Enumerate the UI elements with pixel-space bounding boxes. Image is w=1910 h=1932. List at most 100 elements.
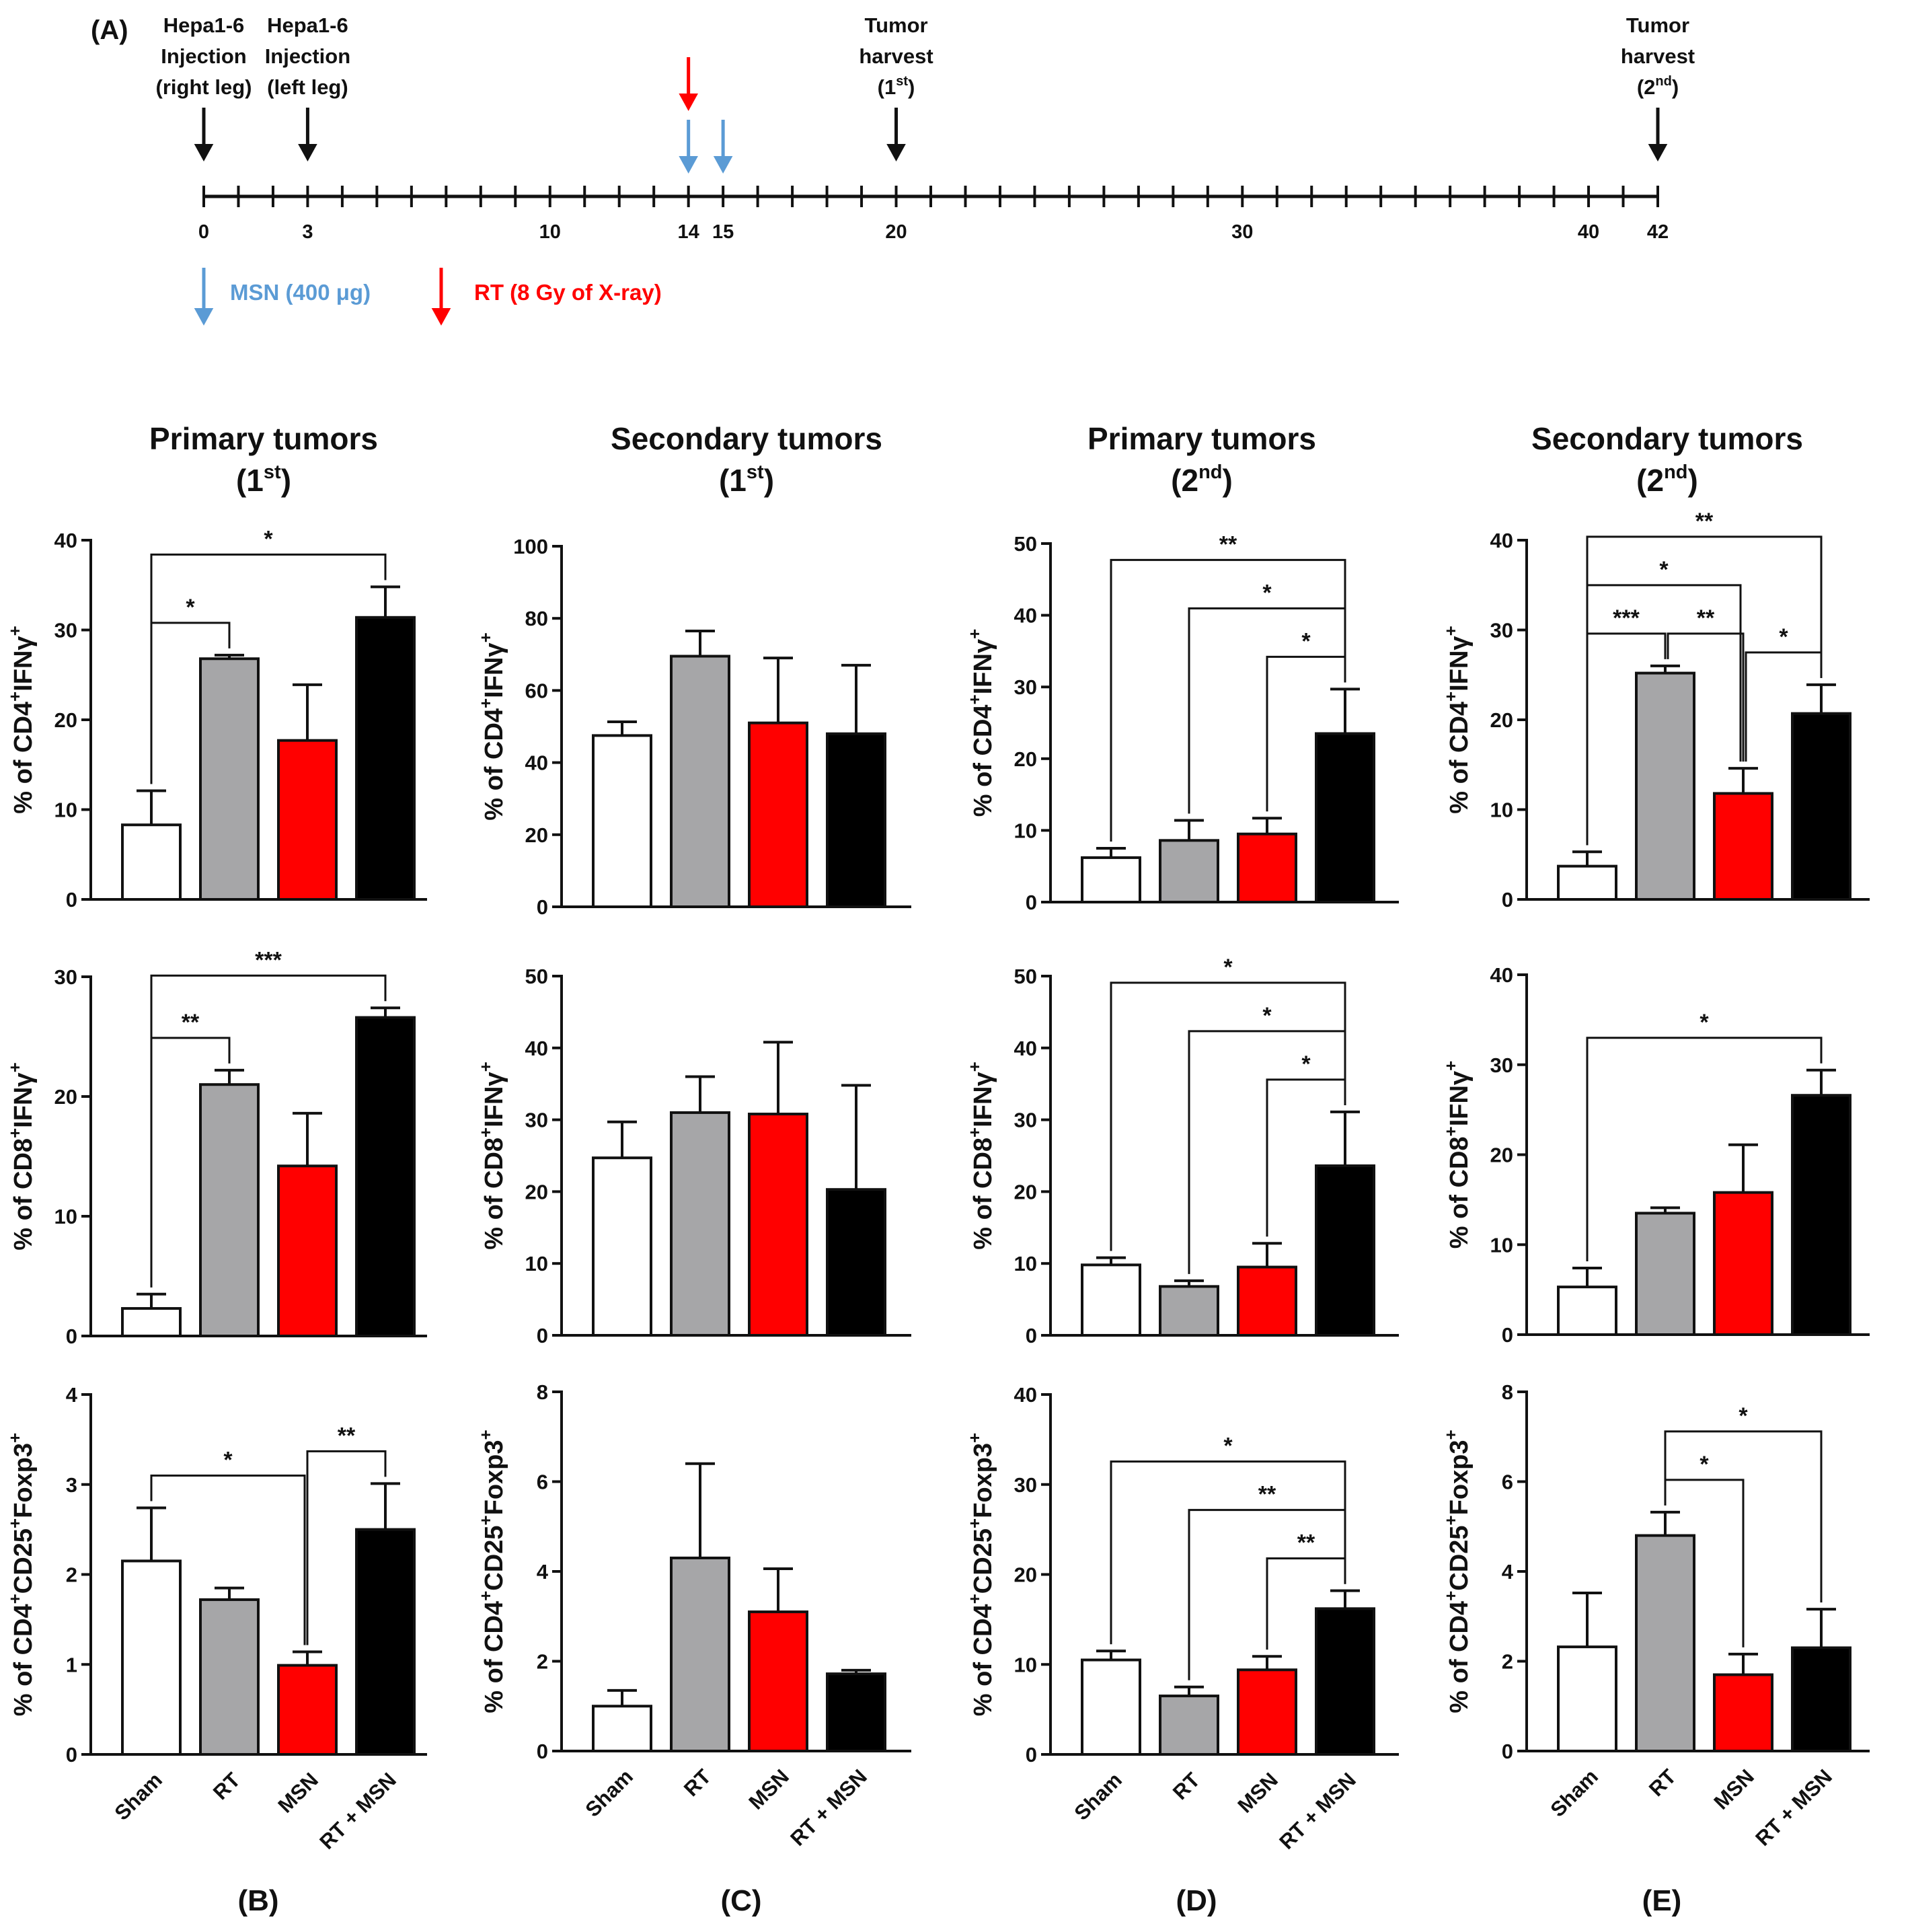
significance-label: ** [1697,605,1715,631]
y-tick-label: 8 [1502,1380,1513,1404]
y-axis-label: % of CD4+CD25+Foxp3+ [1441,1429,1474,1713]
significance-bracket: * [1110,1434,1346,1645]
y-tick-label: 0 [537,895,548,919]
bar-rt [1635,1534,1695,1753]
bar-rt-msn [826,1188,886,1337]
significance-label: * [1301,1051,1311,1077]
bar-sham [121,1307,182,1338]
timeline-tick-label: 0 [198,221,209,243]
timeline-tick-label: 20 [885,221,907,243]
superscript-plus: + [475,1062,496,1072]
bar-rt-msn [826,1672,886,1752]
x-category-label: Sham [110,1768,167,1824]
label-part: CD25 [9,1528,38,1594]
y-tick-label: 30 [1014,675,1037,699]
bar-rt-msn [1791,1646,1851,1753]
label-part: IFNγ [480,1072,508,1127]
bar-rt [1635,671,1695,901]
y-axis-label: % of CD8+IFNγ+ [5,1062,38,1251]
y-tick-label: 20 [1014,747,1037,771]
bar-rt-msn [355,616,416,901]
y-tick-label: 20 [525,823,548,847]
label-part: % of CD4 [480,708,508,821]
x-category-label: Sham [1546,1764,1603,1821]
x-category-label: RT + MSN [1751,1764,1837,1851]
y-tick-label: 0 [1502,888,1513,912]
x-category-label: Sham [1070,1768,1126,1824]
superscript-plus: + [5,626,25,636]
bar-rt-msn [355,1016,416,1338]
bar-sham [1081,856,1141,903]
bar-rt [670,1556,730,1753]
x-category-label: RT + MSN [315,1768,401,1854]
y-axis-label: % of CD4+CD25+Foxp3+ [964,1433,997,1716]
event-label-line: (2nd) [1637,74,1679,99]
superscript-plus: + [475,1515,496,1525]
legend-rt-arrow [431,268,451,326]
label-part: % of CD4 [1445,702,1474,814]
superscript: nd [1655,74,1671,89]
bar-msn [748,1113,808,1337]
y-tick-label: 0 [1026,891,1037,914]
column-subtitle: (2nd) [1171,461,1233,498]
y-tick-label: 6 [1502,1471,1513,1494]
significance-label: * [186,595,195,620]
y-tick-label: 0 [1026,1743,1037,1767]
bracket-line [150,553,387,784]
bracket-line [150,974,387,1288]
x-category-label: Sham [581,1764,638,1821]
panel-label: (E) [1642,1884,1682,1917]
column-subtitle: (1st) [719,461,774,498]
y-axis-label: % of CD8+IFNγ+ [964,1062,997,1250]
y-tick-label: 50 [1014,532,1037,556]
y-tick-label: 30 [1490,1053,1513,1077]
column-header-b: Primary tumors (1st) (B) [149,421,378,1917]
significance-label: * [1699,1010,1709,1035]
bar-msn [1237,1265,1297,1337]
bar-sham [1557,1286,1617,1337]
y-tick-label: 0 [537,1324,548,1347]
x-category-label: RT [1168,1768,1205,1804]
x-category-label: RT + MSN [786,1764,872,1851]
bar-sham [592,1705,652,1752]
event-label-line: Hepa1-6 [163,13,245,37]
label-part: ) [281,463,291,498]
legend-msn-text: MSN (400 μg) [230,280,371,305]
bracket-line [306,1450,387,1645]
significance-label: ** [182,1010,200,1035]
event-arrow [298,108,317,161]
superscript-plus: + [964,1433,985,1443]
timeline-tick-label: 42 [1647,221,1669,243]
column-title: Primary tumors [149,421,378,456]
y-tick-label: 40 [1014,604,1037,628]
significance-label: * [1262,1003,1272,1029]
event-label-line: (left leg) [267,75,348,99]
y-tick-label: 30 [54,965,77,989]
label-part: % of CD8 [480,1138,508,1250]
superscript-plus: + [964,1518,985,1528]
bracket-line [1110,981,1346,1251]
y-axis-label: % of CD4+CD25+Foxp3+ [5,1433,38,1716]
bar-sham [121,1559,182,1756]
superscript-plus: + [964,694,985,704]
superscript-plus: + [5,1518,25,1528]
y-tick-label: 40 [525,751,548,775]
msn-arrow [713,120,733,174]
y-tick-label: 3 [66,1473,77,1497]
bar-sham [1081,1658,1141,1756]
timeline-tick-label: 14 [678,221,699,243]
significance-label: * [1699,1452,1709,1477]
superscript-plus: + [475,1591,496,1601]
column-title: Primary tumors [1087,421,1316,456]
y-tick-label: 2 [66,1563,77,1587]
significance-label: * [1262,580,1272,605]
timeline-tick-label: 15 [712,221,734,243]
bar-rt-msn [1315,1164,1375,1337]
y-tick-label: 20 [1490,708,1513,732]
label-part: % of CD4 [1445,1601,1474,1713]
